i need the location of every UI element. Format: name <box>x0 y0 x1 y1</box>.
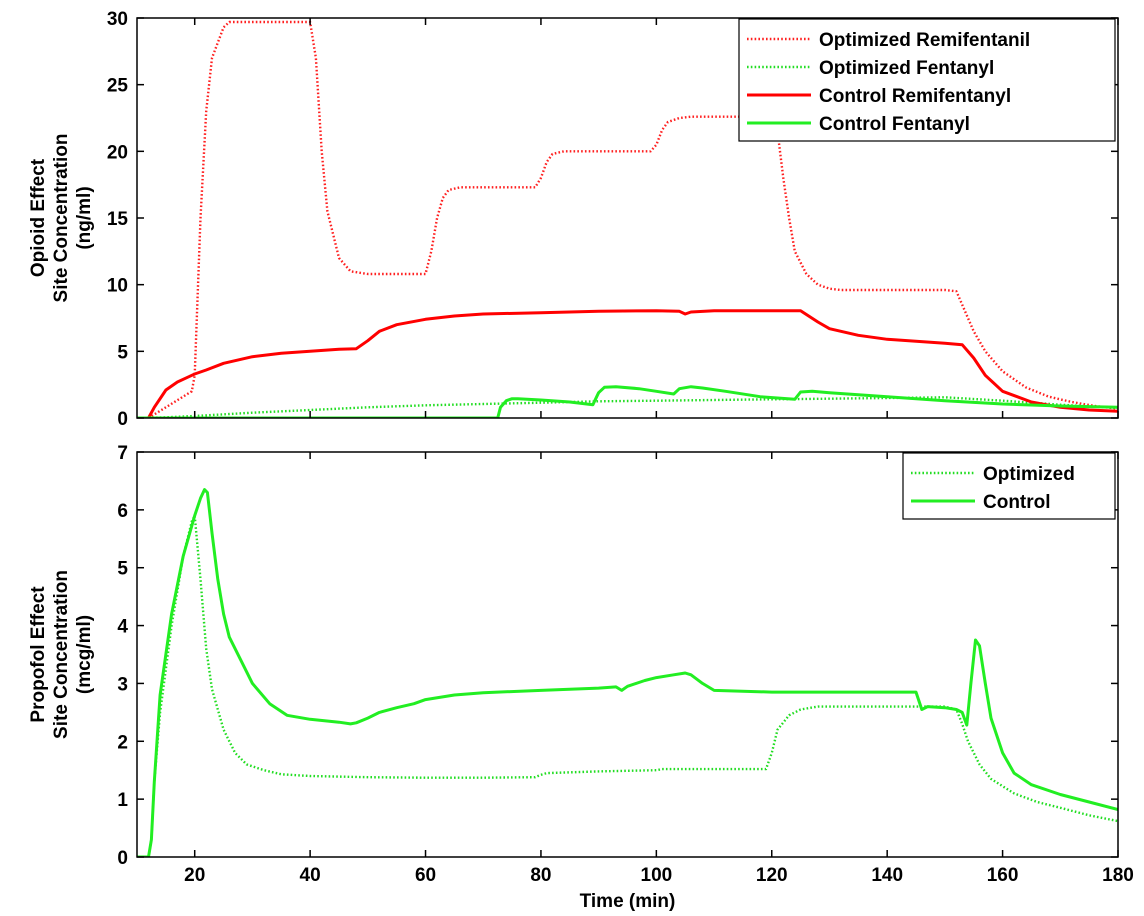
opioid-series-group <box>137 20 1118 418</box>
propofol-legend: Optimized Control <box>902 452 1116 520</box>
propofol-y-axis-label-line-1: Propofol Effect <box>28 586 49 723</box>
opioid-y-tick-label-20: 20 <box>107 142 128 163</box>
propofol-legend-label-control: Control <box>983 492 1051 513</box>
opioid-y-tick-label-25: 25 <box>107 76 129 97</box>
opioid-legend-label-control-remifentanyl: Control Remifentanyl <box>819 86 1011 107</box>
propofol-x-tick-label-20: 20 <box>184 865 205 886</box>
propofol-chart-panel: 20 40 60 80 100 120 140 160 180 0 1 2 3 4 5 6 7 Propofol … <box>28 443 1134 912</box>
opioid-series-optimized-fentanyl <box>137 396 1118 418</box>
propofol-x-tick-label-140: 140 <box>871 865 903 886</box>
opioid-series-optimized-remifentanil <box>137 20 1118 418</box>
opioid-legend-label-control-fentanyl: Control Fentanyl <box>819 114 970 135</box>
propofol-series-group <box>137 488 1118 857</box>
opioid-y-axis-label-line-3: (ng/ml) <box>74 186 95 249</box>
propofol-y-tick-label-3: 3 <box>117 674 128 695</box>
opioid-y-tick-label-15: 15 <box>107 209 129 230</box>
opioid-y-tick-label-0: 0 <box>117 409 128 430</box>
propofol-x-tick-label-120: 120 <box>756 865 788 886</box>
propofol-y-axis-label-line-2: Site Concentration <box>51 570 72 739</box>
opioid-y-axis-label-line-1: Opioid Effect <box>28 158 49 277</box>
propofol-y-tick-label-7: 7 <box>117 443 128 464</box>
opioid-y-tick-label-30: 30 <box>107 9 128 30</box>
opioid-y-tick-label-5: 5 <box>117 342 128 363</box>
propofol-x-axis-label: Time (min) <box>580 891 676 912</box>
propofol-x-tick-label-80: 80 <box>530 865 551 886</box>
opioid-legend-label-optimized-remifentanil: Optimized Remifentanil <box>819 30 1030 51</box>
opioid-y-axis-label-line-2: Site Concentration <box>51 134 72 303</box>
propofol-x-tick-label-180: 180 <box>1102 865 1134 886</box>
opioid-series-control-remifentanyl <box>137 309 1118 418</box>
propofol-legend-box <box>902 452 1116 520</box>
propofol-x-tick-label-100: 100 <box>641 865 673 886</box>
opioid-y-tick-label-10: 10 <box>107 276 128 297</box>
opioid-chart-panel: 0 5 10 15 20 25 30 Opioid Effect Site Concentrat… <box>28 9 1119 430</box>
propofol-x-tick-label-160: 160 <box>987 865 1019 886</box>
propofol-y-tick-label-2: 2 <box>117 732 128 753</box>
propofol-y-tick-label-0: 0 <box>117 848 128 869</box>
opioid-legend-label-optimized-fentanyl: Optimized Fentanyl <box>819 58 994 79</box>
propofol-y-axis-label-line-3: (mcg/ml) <box>74 615 95 694</box>
propofol-x-tick-label-60: 60 <box>415 865 436 886</box>
propofol-y-tick-label-1: 1 <box>117 790 128 811</box>
opioid-legend: Optimized Remifentanil Optimized Fentanyl… <box>738 18 1116 142</box>
propofol-legend-label-optimized: Optimized <box>983 464 1075 485</box>
propofol-x-tick-label-40: 40 <box>300 865 321 886</box>
propofol-y-tick-label-4: 4 <box>117 617 128 638</box>
propofol-series-control <box>137 488 1118 857</box>
propofol-y-tick-label-5: 5 <box>117 559 128 580</box>
propofol-axes-box <box>136 451 1119 858</box>
propofol-y-tick-label-6: 6 <box>117 501 128 522</box>
opioid-series-control-fentanyl <box>137 385 1118 418</box>
